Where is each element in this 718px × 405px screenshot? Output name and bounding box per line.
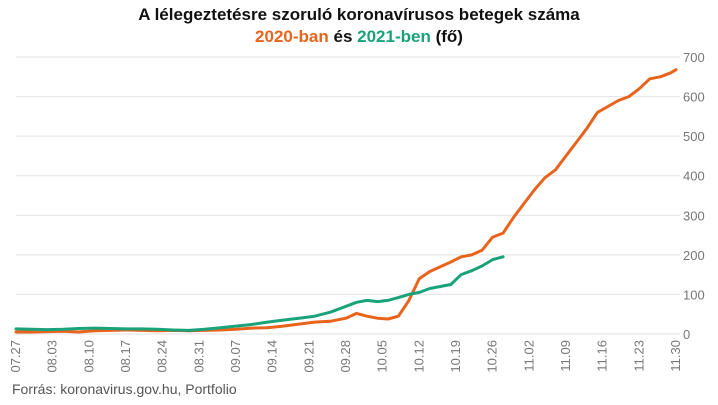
x-tick-label: 11.09 [558, 340, 573, 372]
x-tick-label: 07.27 [8, 340, 23, 373]
x-tick-label: 10.05 [375, 340, 390, 373]
x-tick-label: 11.23 [631, 340, 646, 372]
x-tick-label: 10.12 [411, 340, 426, 373]
y-tick-label: 400 [683, 169, 705, 184]
x-tick-label: 09.28 [338, 340, 353, 373]
y-tick-label: 700 [683, 50, 705, 65]
y-tick-label: 100 [683, 287, 705, 302]
y-tick-label: 0 [683, 327, 690, 342]
y-tick-label: 500 [683, 129, 705, 144]
x-tick-label: 08.24 [155, 340, 170, 373]
chart-source: Forrás: koronavirus.gov.hu, Portfolio [12, 381, 237, 397]
x-tick-label: 08.31 [191, 340, 206, 373]
series-line-2020 [14, 68, 678, 334]
title-2021-label: 2021-ben [357, 27, 431, 46]
title-2020-label: 2020-ban [255, 27, 329, 46]
chart-title-line1: A lélegeztetésre szoruló koronavírusos b… [138, 5, 580, 24]
y-tick-label: 200 [683, 248, 705, 263]
x-tick-label: 11.30 [668, 340, 683, 372]
x-tick-label: 08.17 [118, 340, 133, 373]
y-tick-label: 600 [683, 90, 705, 105]
x-tick-label: 11.02 [521, 340, 536, 372]
x-tick-label: 11.16 [595, 340, 610, 372]
title-unit: (fő) [435, 27, 463, 46]
chart-title-line2: 2020-ban és 2021-ben (fő) [0, 26, 718, 48]
x-tick-label: 10.19 [448, 340, 463, 373]
x-tick-label: 09.21 [301, 340, 316, 373]
y-tick-label: 300 [683, 208, 705, 223]
series-line-2021 [14, 255, 505, 332]
x-tick-label: 08.03 [45, 340, 60, 373]
x-tick-label: 09.07 [228, 340, 243, 373]
chart-title: A lélegeztetésre szoruló koronavírusos b… [0, 4, 718, 48]
title-connector: és [333, 27, 353, 46]
x-tick-label: 08.10 [81, 340, 96, 373]
x-tick-label: 09.14 [265, 340, 280, 373]
x-tick-label: 10.26 [485, 340, 500, 373]
